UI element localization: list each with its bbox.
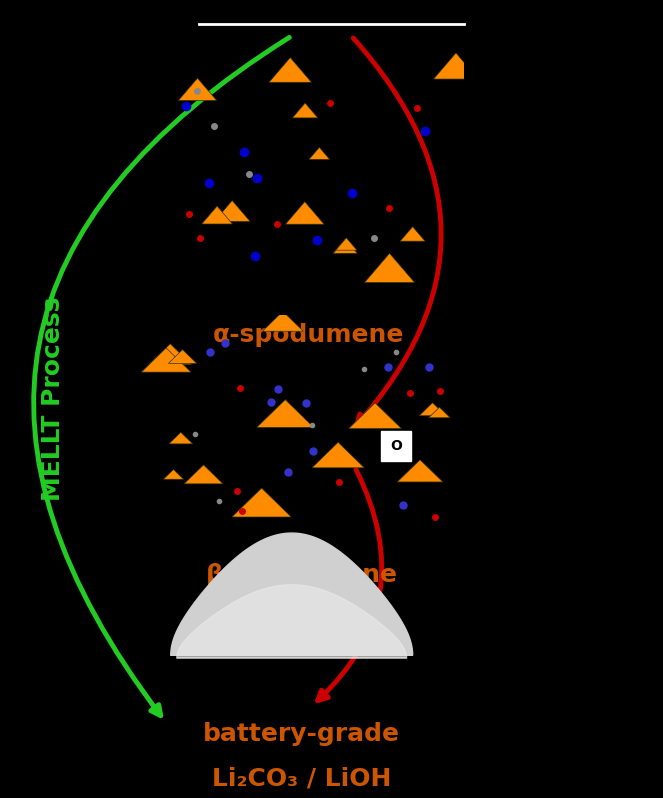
Polygon shape [163,469,184,480]
Polygon shape [149,344,192,365]
Polygon shape [232,488,291,517]
Text: Li₂CO₃ / LiOH: Li₂CO₃ / LiOH [212,766,391,790]
Polygon shape [177,585,406,658]
Polygon shape [169,433,193,444]
Text: β-spodumene: β-spodumene [206,563,398,587]
Polygon shape [400,227,425,241]
Polygon shape [419,403,446,416]
Polygon shape [171,533,412,655]
Polygon shape [286,202,324,224]
Polygon shape [263,311,303,331]
Polygon shape [141,348,191,372]
FancyArrowPatch shape [318,469,382,701]
Polygon shape [312,442,365,468]
Polygon shape [214,200,250,221]
Polygon shape [397,460,443,482]
Text: α-spodumene: α-spodumene [213,323,404,347]
Polygon shape [434,53,479,79]
Polygon shape [335,238,357,251]
Polygon shape [309,148,330,160]
Text: MELLT Process: MELLT Process [41,297,65,501]
Polygon shape [168,350,197,363]
Text: battery-grade: battery-grade [203,722,400,746]
FancyArrowPatch shape [353,38,441,425]
Polygon shape [292,103,318,118]
Polygon shape [257,400,314,428]
Polygon shape [184,465,223,484]
FancyBboxPatch shape [381,431,411,461]
Text: O: O [391,439,402,453]
Polygon shape [269,57,312,82]
Polygon shape [178,78,217,101]
Polygon shape [429,407,450,417]
Polygon shape [349,403,402,429]
Polygon shape [202,206,233,224]
Polygon shape [365,253,414,282]
Polygon shape [333,239,357,253]
FancyArrowPatch shape [34,38,289,716]
